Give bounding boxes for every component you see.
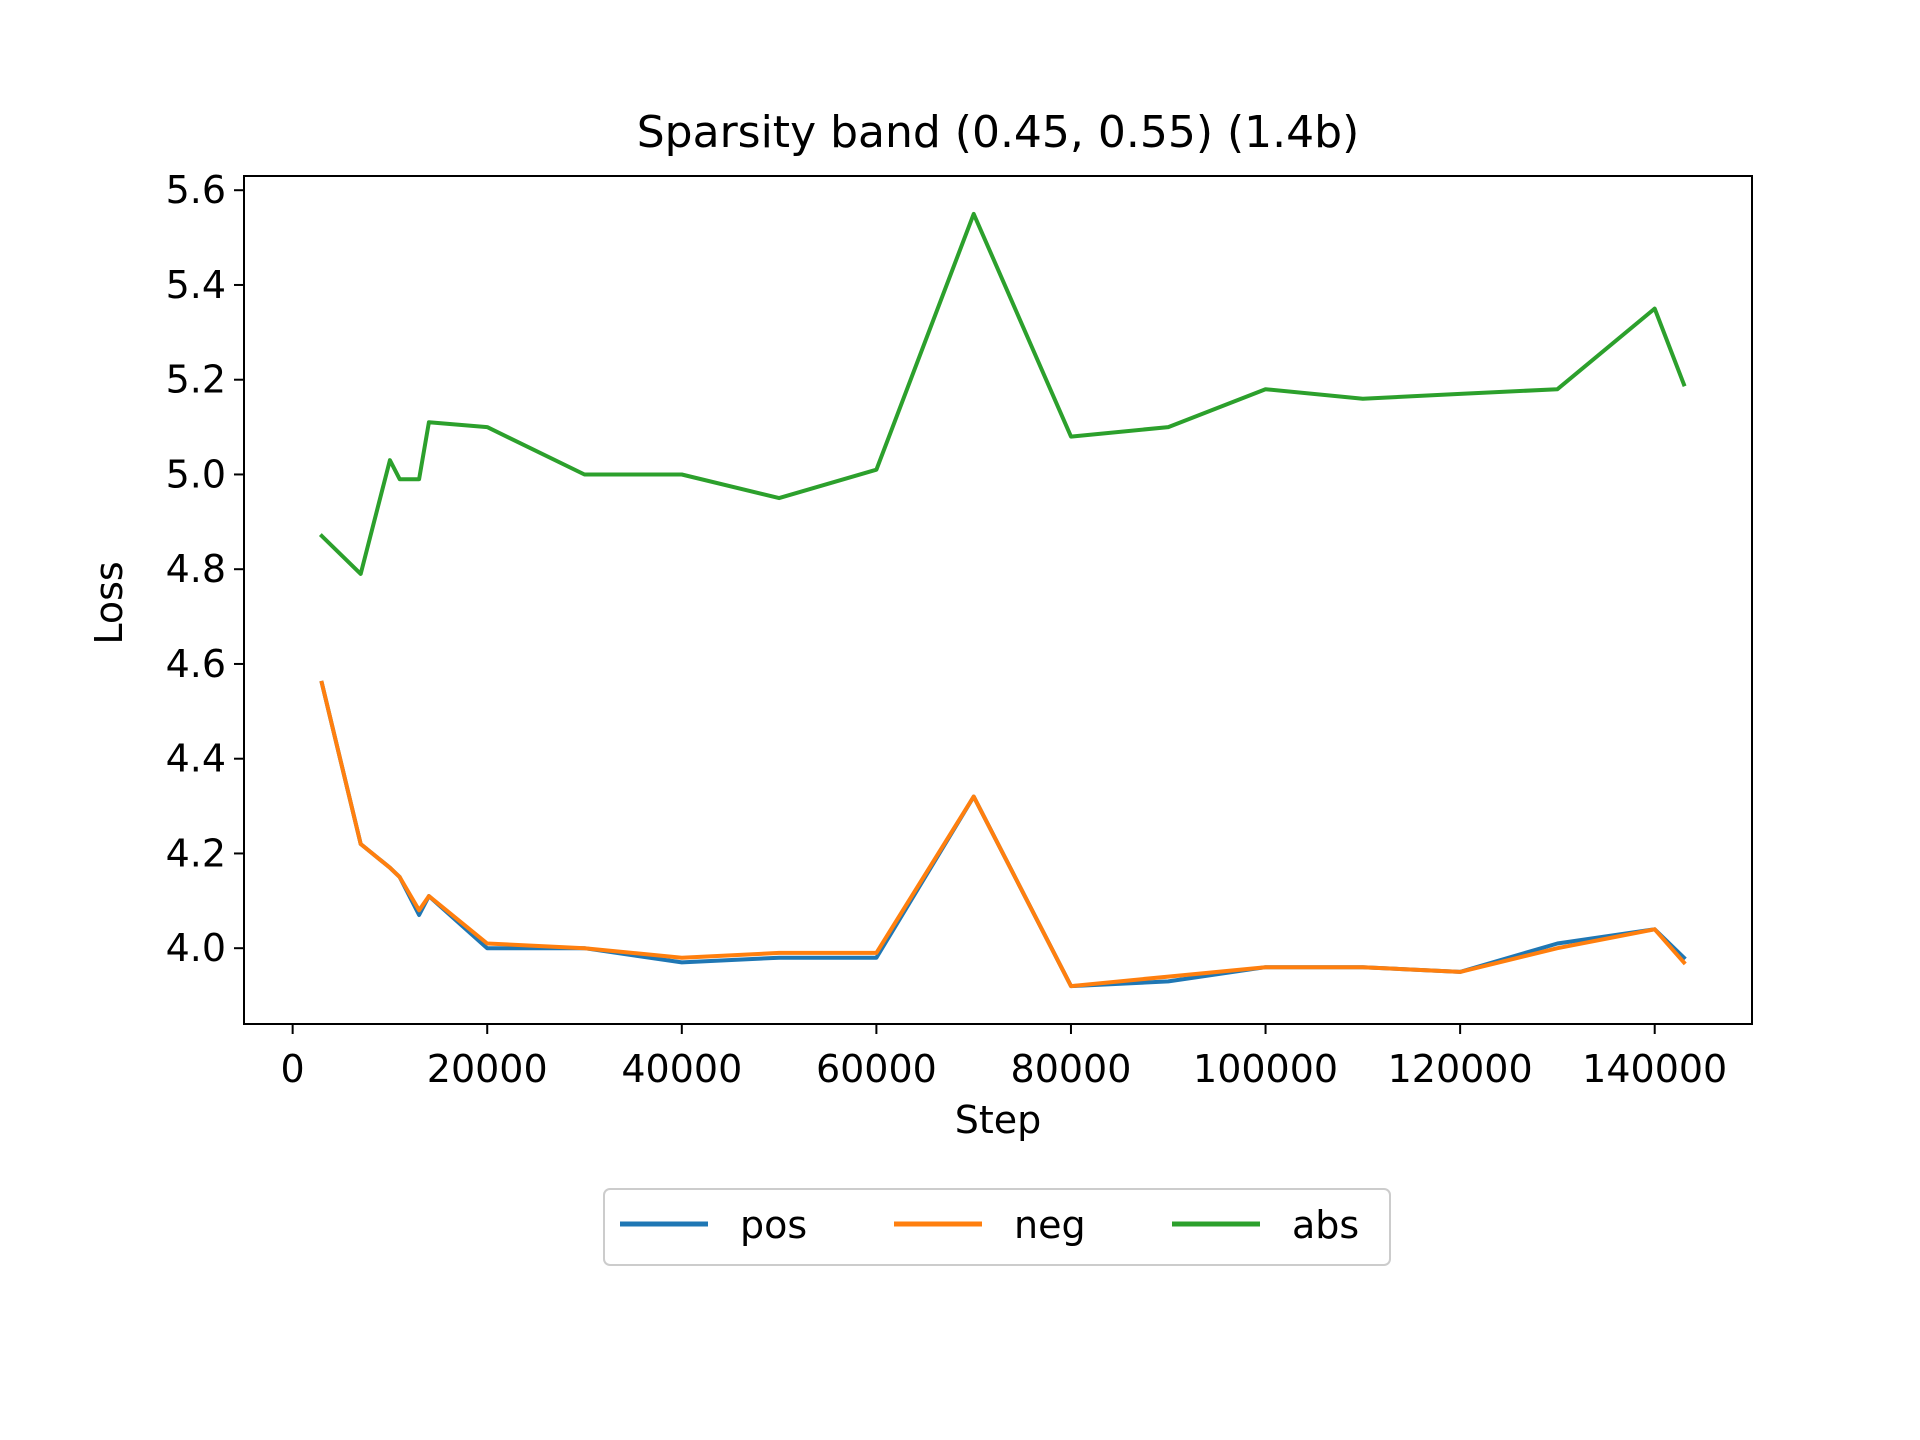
legend-label-pos: pos [740,1203,807,1247]
x-tick-label: 140000 [1582,1047,1727,1091]
axes-frame [243,175,1753,1025]
x-axis-label: Step [955,1098,1042,1142]
y-tick-label: 5.4 [166,263,226,307]
legend-label-neg: neg [1014,1203,1086,1247]
x-tick-label: 100000 [1193,1047,1338,1091]
chart-title: Sparsity band (0.45, 0.55) (1.4b) [637,107,1360,158]
legend-label-abs: abs [1292,1203,1359,1247]
y-tick-label: 5.0 [166,452,226,496]
x-tick-label: 20000 [427,1047,548,1091]
x-tick-label: 0 [281,1047,305,1091]
y-tick-label: 5.2 [166,358,226,402]
y-tick-label: 4.2 [166,831,226,875]
x-tick-label: 40000 [621,1047,742,1091]
series-line-abs [318,211,1687,576]
y-tick-label: 4.6 [166,642,226,686]
y-tick-label: 5.6 [166,168,226,212]
series-line-neg [319,680,1687,989]
x-tick-label: 60000 [816,1047,937,1091]
plot-area: 0 20000 40000 60000 80000 100000 120000 140000 4… [166,168,1753,1091]
y-tick-label: 4.8 [166,547,226,591]
y-tick-label: 4.4 [166,737,226,781]
y-axis-label: Loss [87,561,131,644]
x-tick-label: 120000 [1388,1047,1533,1091]
x-tick-label: 80000 [1011,1047,1132,1091]
legend: pos neg abs [603,1188,1391,1266]
legend-box [603,1188,1391,1266]
y-tick-label: 4.0 [166,926,226,970]
